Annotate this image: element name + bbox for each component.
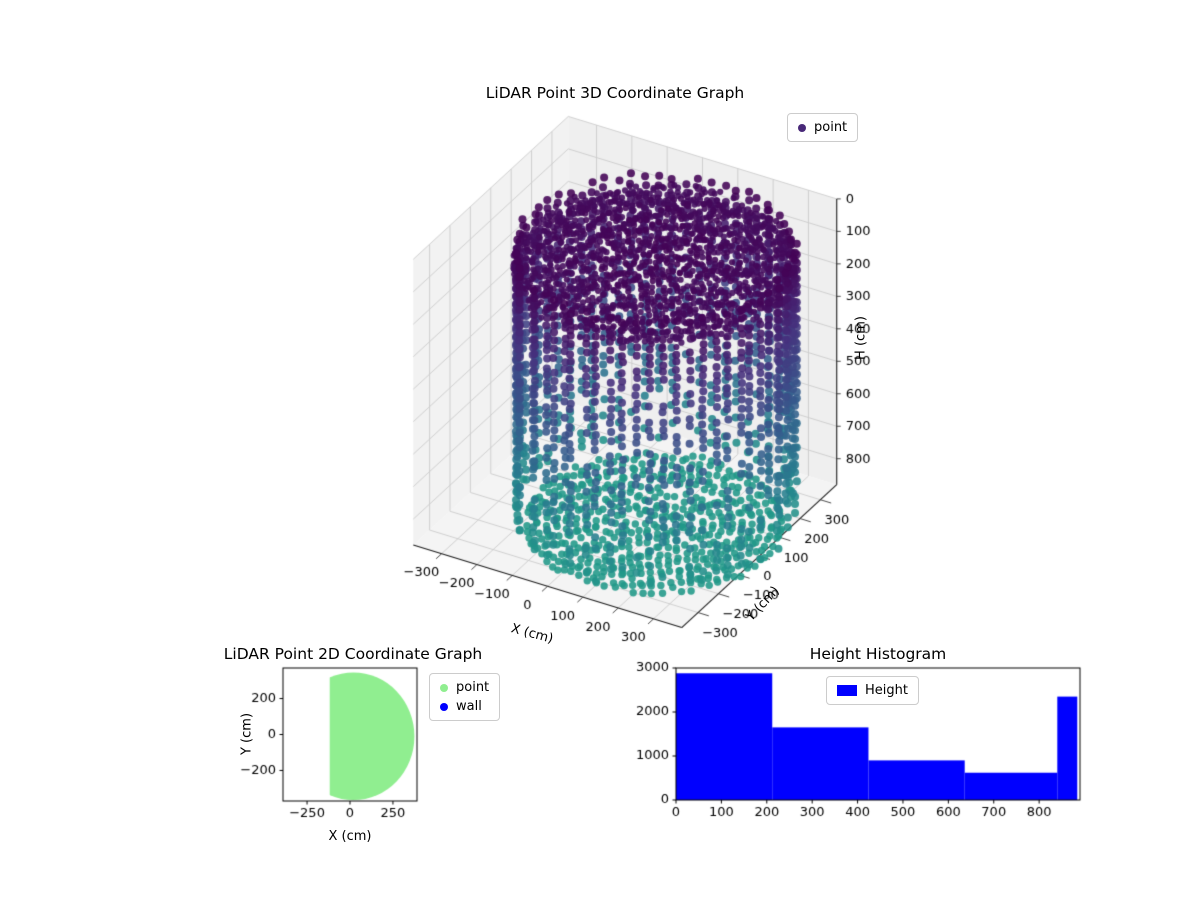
legend-item-height: Height — [837, 681, 908, 700]
wall-legend-marker-icon — [440, 702, 448, 711]
legend-label-point: point — [456, 680, 490, 695]
legend-2d: point wall — [429, 673, 501, 721]
axis-label-2d-x: X (cm) — [328, 829, 372, 844]
legend-item-point: point — [798, 118, 847, 137]
legend-label-wall: wall — [456, 699, 482, 714]
title-3d-scatter: LiDAR Point 3D Coordinate Graph — [485, 84, 745, 102]
legend-3d: point — [787, 113, 859, 142]
legend-item-point: point — [440, 678, 489, 697]
legend-label-point: point — [814, 120, 848, 135]
point-legend-marker-icon — [440, 683, 448, 692]
axis-label-2d-y: Y (cm) — [239, 712, 255, 756]
title-2d-scatter: LiDAR Point 2D Coordinate Graph — [223, 645, 483, 663]
legend-item-wall: wall — [440, 697, 489, 716]
point-legend-marker-icon — [798, 123, 806, 132]
title-histogram: Height Histogram — [809, 645, 947, 663]
axis-label-3d-z: H (cm) — [853, 316, 869, 360]
height-legend-swatch-icon — [837, 685, 857, 696]
legend-label-height: Height — [865, 683, 908, 698]
legend-histogram: Height — [826, 676, 919, 705]
